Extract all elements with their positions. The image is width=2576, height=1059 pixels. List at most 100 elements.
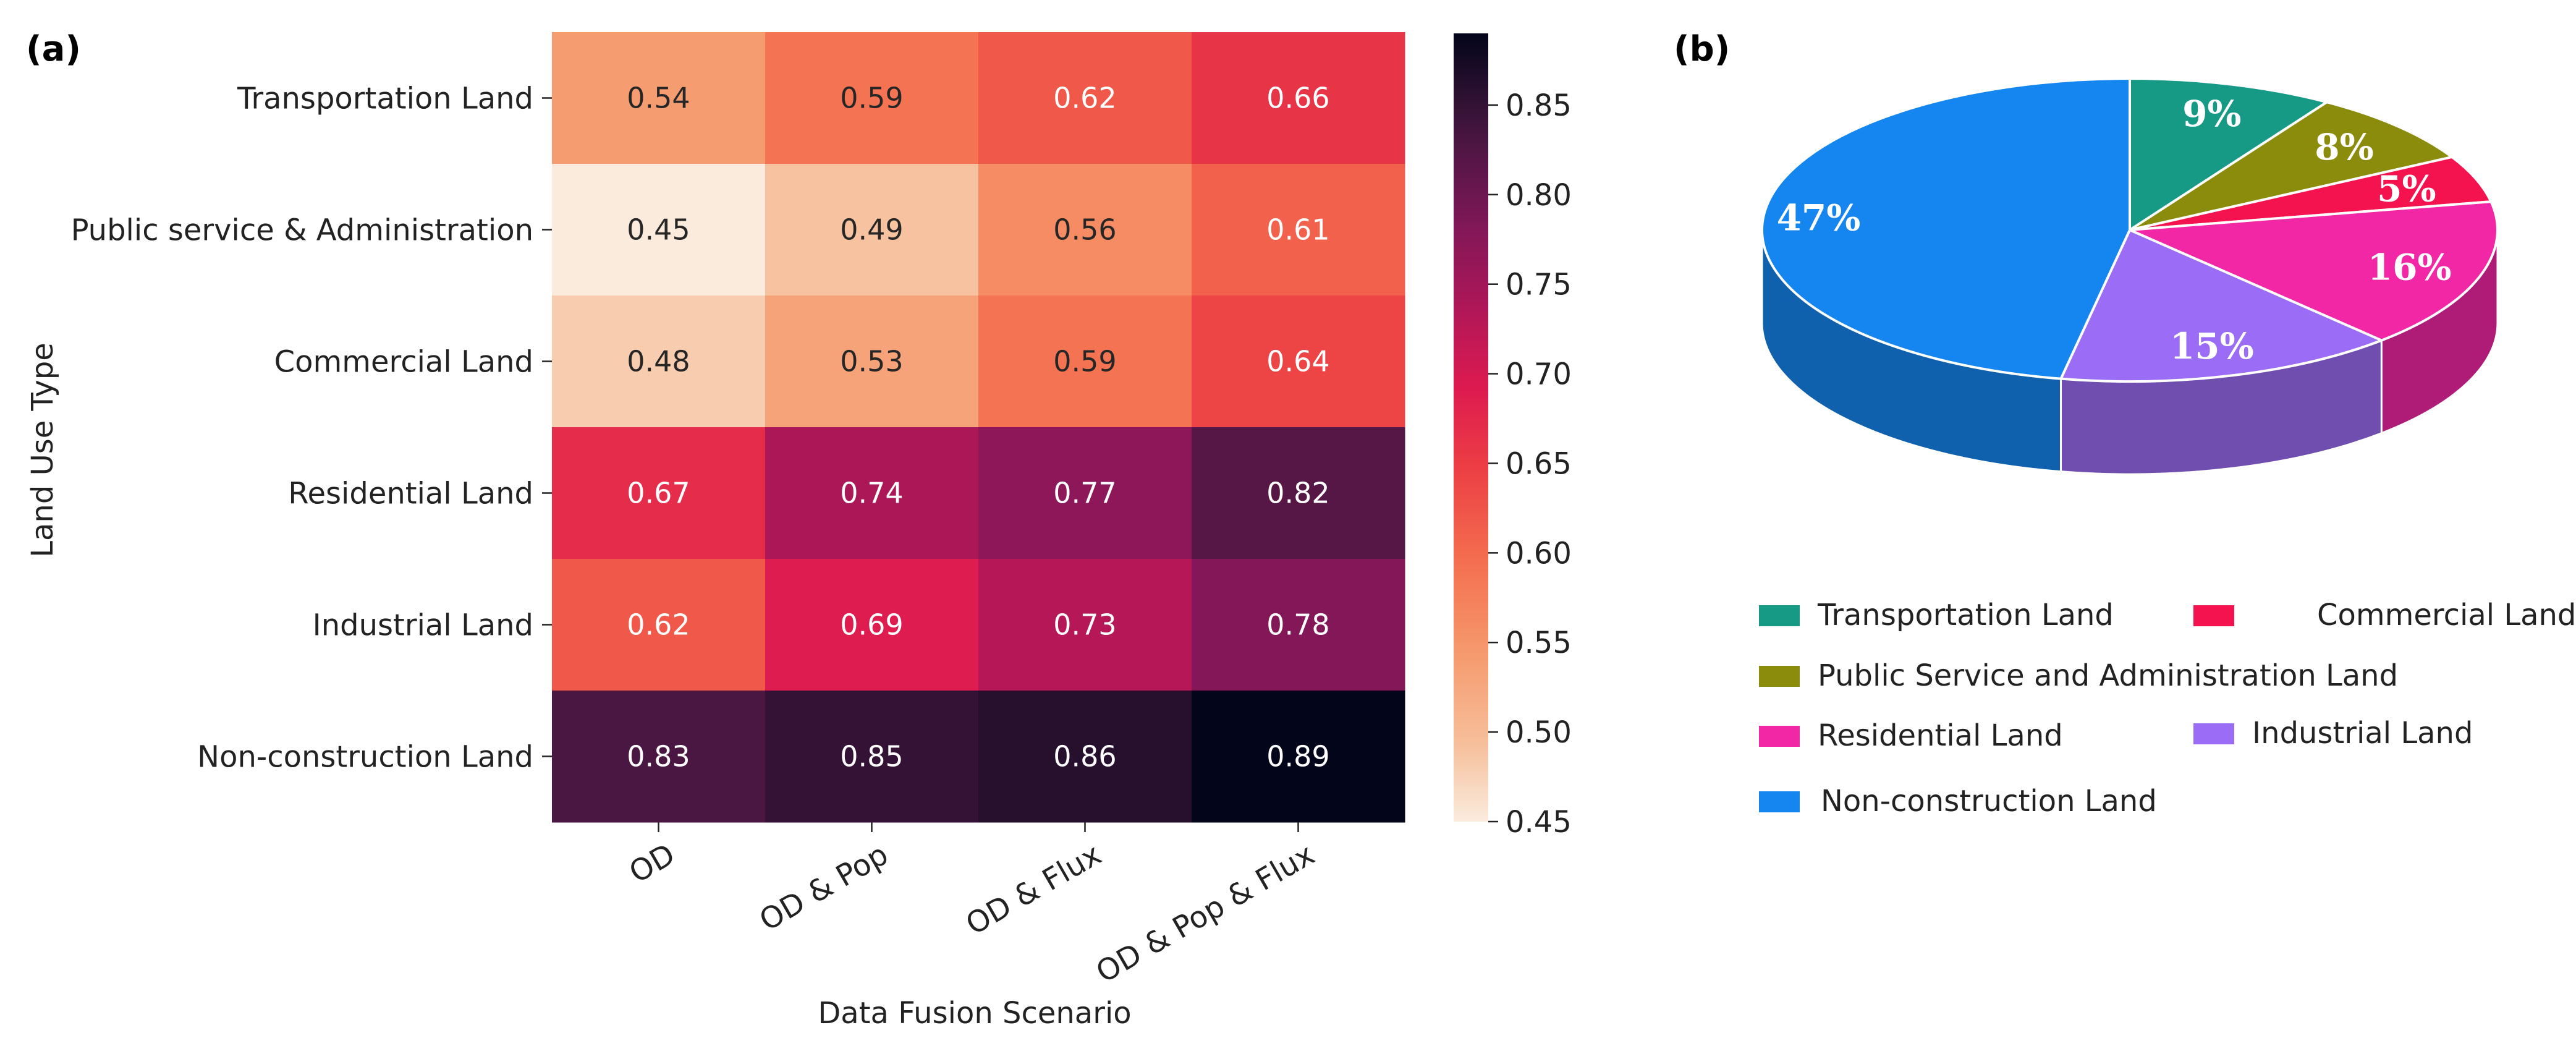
legend-swatch-residential-land [1759,726,1800,747]
heatmap-cell [1192,296,1405,428]
colorbar-tick-label: 0.70 [1506,357,1572,392]
colorbar-gradient [1454,33,1488,822]
x-axis-label: Data Fusion Scenario [818,996,1131,1031]
pie-labels: 9% 8%5% 16% 15% 47% [1777,93,2452,367]
heatmap-cell-value: 0.66 [1266,82,1329,115]
heatmap-cell [978,164,1192,296]
pie-label-public-service-and-administration-land: 8% [2315,126,2373,168]
heatmap-cell-value: 0.49 [840,213,903,247]
pie-sides [1761,230,2499,475]
heatmap-cell [765,691,979,823]
heatmap-cell-value: 0.86 [1053,740,1116,773]
heatmap-cell-value: 0.45 [627,213,690,247]
heatmap-cell-value: 0.82 [1266,477,1329,510]
heatmap-cell [978,32,1192,164]
pie-slice-public-service-and-administration-land [2129,100,2455,231]
legend-swatch-industrial-land [2193,723,2234,744]
y-tick-label-residential-land: Residential Land [288,477,533,511]
pie-chart: 9% 8%5% 16% 15% 47% [1761,77,2499,475]
heatmap-cell [765,32,979,164]
heatmap-cell-value: 0.74 [840,477,903,510]
legend-label-public-service-and-administration-land: Public Service and Administration Land [1818,658,2398,693]
legend-label-commercial-land: Commercial Land [2317,598,2576,632]
x-tick-label-od: OD [624,837,681,890]
heatmap-cell [1192,164,1405,296]
pie-label-non-construction-land: 47% [1777,197,1861,239]
heatmap-cell [765,296,979,428]
colorbar-tick-label: 0.45 [1506,805,1572,840]
heatmap-cell [765,164,979,296]
colorbar-tick-label: 0.60 [1506,536,1572,571]
heatmap-cell-value: 0.77 [1053,477,1116,510]
heatmap-cell-value: 0.56 [1053,213,1116,247]
heatmap-cell [552,296,766,428]
colorbar-tick-label: 0.75 [1506,268,1572,302]
heatmap-cell [552,32,766,164]
pie-label-residential-land: 16% [2368,247,2452,289]
legend-label-transportation-land: Transportation Land [1817,598,2114,632]
colorbar: 0.45 0.50 0.55 0.60 0.65 0.70 0.75 0.80 0.85 [1454,33,1572,840]
pie-slice-commercial-land [2129,155,2493,231]
y-axis-label: Land Use Type [25,342,60,557]
heatmap-cell [1192,691,1405,823]
x-tick-label-od-and-pop: OD & Pop [754,837,894,938]
heatmap-cell [978,691,1192,823]
colorbar-ticks: 0.45 0.50 0.55 0.60 0.65 0.70 0.75 0.80 0.85 [1488,88,1572,840]
heatmap-cell-value: 0.85 [840,740,903,773]
legend-label-non-construction-land: Non-construction Land [1821,784,2157,819]
heatmap-cell [552,427,766,559]
heatmap-cells: 0.54 0.59 0.62 0.66 0.45 0.49 0.56 0.61 0.48 0.53… [552,32,1405,823]
heatmap-cell-value: 0.53 [840,345,903,378]
pie-slice-residential-land [2129,200,2499,342]
y-tick-label-industrial-land: Industrial Land [313,608,533,643]
heatmap-cell [978,427,1192,559]
pie-label-industrial-land: 15% [2170,325,2254,367]
legend-label-industrial-land: Industrial Land [2252,716,2473,751]
heatmap-cell [1192,427,1405,559]
heatmap-cell [552,559,766,691]
legend-swatch-commercial-land [2193,605,2234,626]
heatmap-cell [765,559,979,691]
heatmap-cell-value: 0.59 [1053,345,1116,378]
colorbar-tick-label: 0.85 [1506,88,1572,123]
x-tick-label-od-and-flux: OD & Flux [960,837,1108,942]
panel-label-a: (a) [26,29,81,69]
heatmap-cell-value: 0.78 [1266,608,1329,642]
heatmap-cell [552,164,766,296]
panel-label-b: (b) [1674,29,1730,69]
colorbar-tick-label: 0.55 [1506,626,1572,660]
heatmap-cell [1192,32,1405,164]
heatmap-chart: 0.54 0.59 0.62 0.66 0.45 0.49 0.56 0.61 0.48 0.53… [25,32,1405,1031]
heatmap-cell-value: 0.62 [627,608,690,642]
pie-slice-non-construction-land [1761,77,2131,380]
colorbar-tick-label: 0.50 [1506,715,1572,750]
heatmap-cell [552,691,766,823]
heatmap-cell-value: 0.54 [627,82,690,115]
legend-label-residential-land: Residential Land [1818,718,2063,753]
heatmap-cell-value: 0.48 [627,345,690,378]
colorbar-tick-label: 0.80 [1506,178,1572,213]
y-tick-label-public-service-and-administration: Public service & Administration [71,213,533,248]
pie-label-transportation-land: 9% [2182,93,2241,135]
heatmap-cell [765,427,979,559]
y-tick-label-commercial-land: Commercial Land [274,345,533,380]
heatmap-cell-value: 0.89 [1266,740,1329,773]
heatmap-cell-value: 0.62 [1053,82,1116,115]
legend-swatch-transportation-land [1759,605,1800,626]
heatmap-cell-value: 0.69 [840,608,903,642]
pie-slice-transportation-land [2129,77,2330,232]
heatmap-cell-value: 0.61 [1266,213,1329,247]
y-tick-label-transportation-land: Transportation Land [237,82,533,116]
legend-swatch-public-service-and-administration-land [1759,666,1800,687]
pie-slices [1761,77,2499,383]
heatmap-cell-value: 0.64 [1266,345,1329,378]
heatmap-y-axis: Transportation Land Public service & Admi… [71,82,552,775]
heatmap-cell [978,559,1192,691]
pie-slice-industrial-land [2059,228,2385,383]
heatmap-cell [978,296,1192,428]
heatmap-cell [1192,559,1405,691]
heatmap-cell-value: 0.83 [627,740,690,773]
